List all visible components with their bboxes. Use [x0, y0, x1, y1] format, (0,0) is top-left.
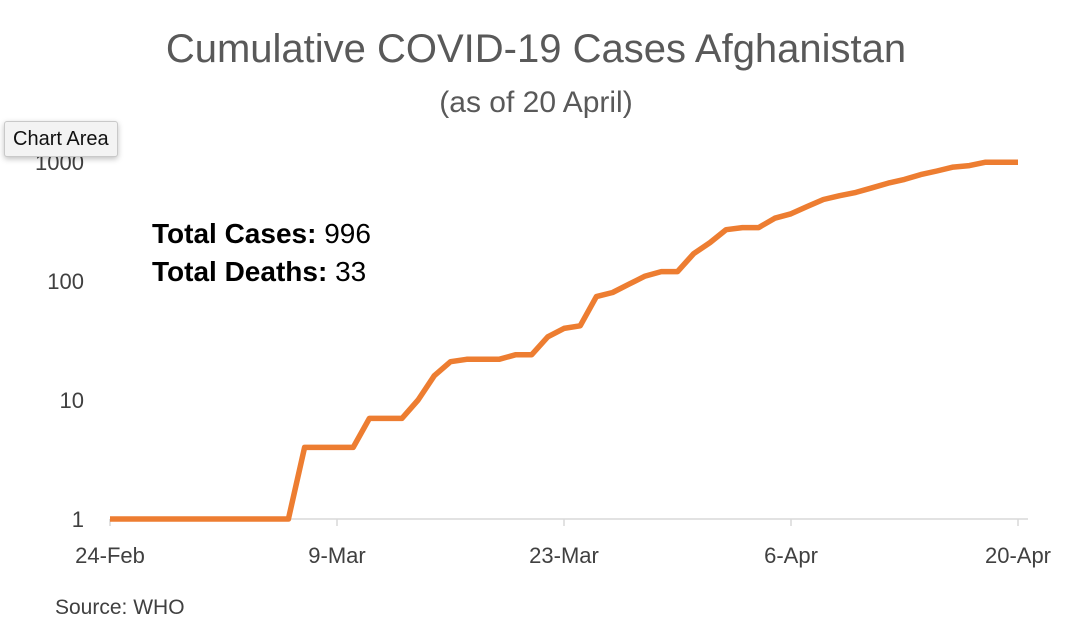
total-deaths-text: Total Deaths: 33	[152, 256, 366, 287]
x-tick-label: 6-Apr	[764, 543, 818, 568]
chart-area-tooltip: Chart Area	[4, 121, 118, 157]
stats-annotation: Total Cases: 996 Total Deaths: 33	[152, 218, 371, 287]
x-tick-label: 9-Mar	[308, 543, 365, 568]
total-deaths-value: 33	[335, 256, 366, 287]
x-tick-label: 20-Apr	[985, 543, 1051, 568]
chart-title: Cumulative COVID-19 Cases Afghanistan	[166, 27, 906, 71]
series-line-cases	[110, 159, 1018, 522]
x-tick-label: 24-Feb	[75, 543, 145, 568]
total-cases-label: Total Cases:	[152, 218, 316, 249]
source-note: Source: WHO	[55, 596, 185, 619]
x-tick-label: 23-Mar	[529, 543, 599, 568]
chart-subtitle: (as of 20 April)	[439, 86, 632, 119]
y-tick-label: 1	[72, 507, 84, 532]
total-deaths-label: Total Deaths:	[152, 256, 327, 287]
total-cases-value: 996	[324, 218, 371, 249]
x-axis: 24-Feb 9-Mar 23-Mar 6-Apr 20-Apr	[75, 519, 1051, 568]
y-tick-label: 10	[60, 388, 84, 413]
y-tick-label: 100	[47, 269, 84, 294]
total-cases-text: Total Cases: 996	[152, 218, 371, 249]
